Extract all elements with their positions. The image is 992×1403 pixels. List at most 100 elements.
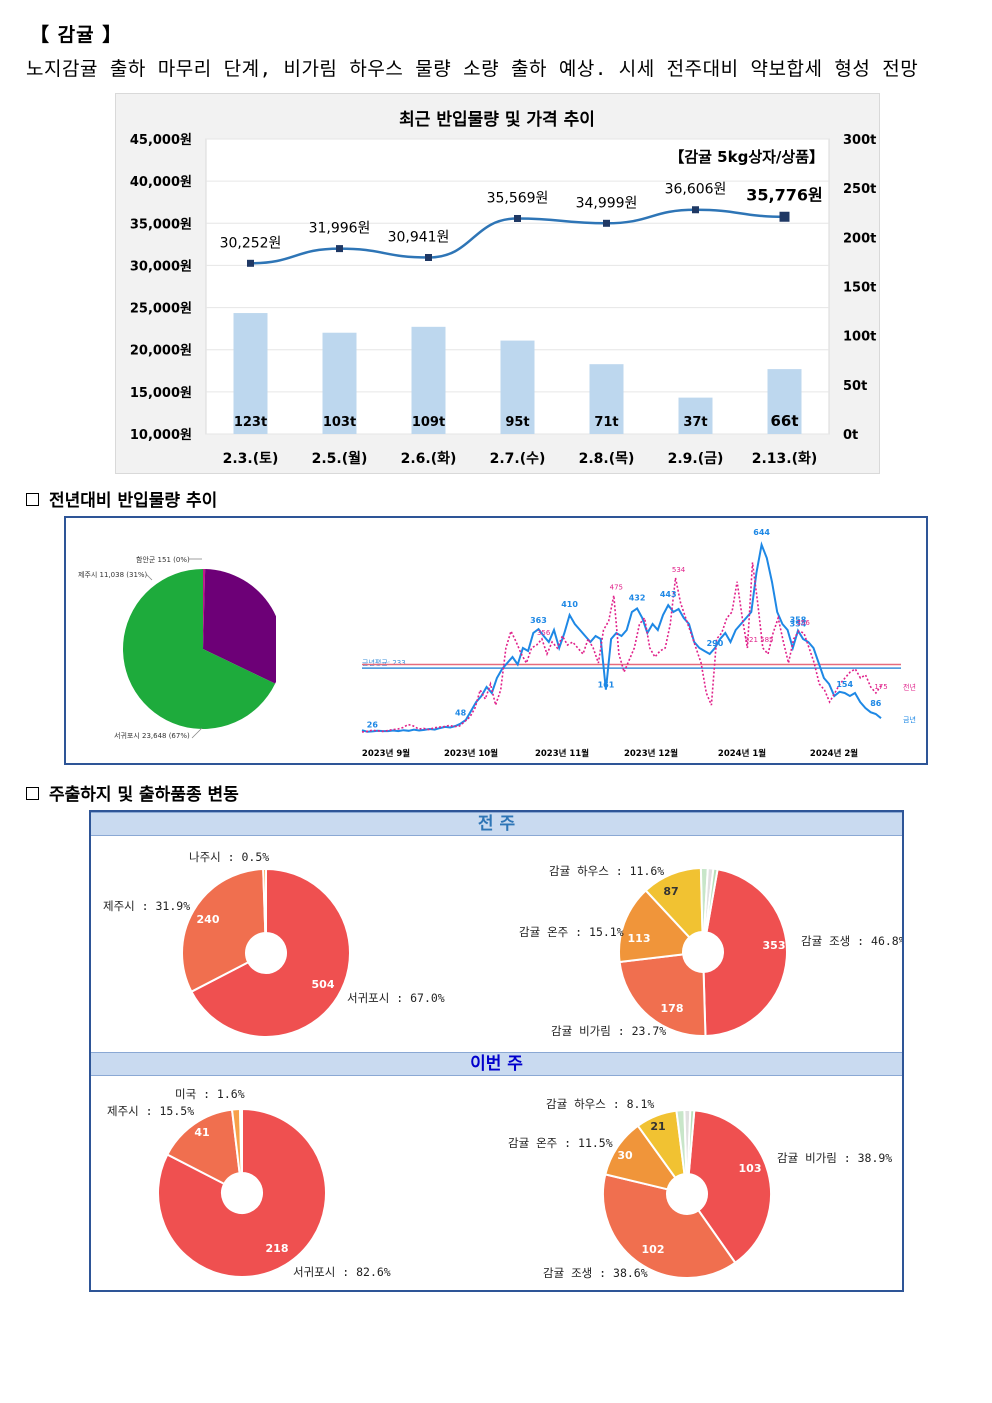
y-right-tick: 200t	[843, 231, 876, 246]
y-left-tick: 20,000원	[130, 344, 192, 359]
donut-slice	[181, 868, 267, 994]
yoy-line-chart: 금년평균: 233 금년 전년 26 48 363 410 161 432 443 290 644 35…	[361, 528, 916, 759]
y-left-tick: 15,000원	[130, 386, 192, 401]
donut-value: 504	[312, 978, 335, 991]
series-point-label: 356	[796, 619, 810, 627]
price-label: 34,999원	[576, 195, 638, 211]
price-marker	[247, 259, 254, 267]
series-point-label: 356	[537, 629, 551, 637]
pie-label: 서귀포시 23,648 (67%)	[114, 731, 190, 740]
y-left-tick: 10,000원	[130, 428, 192, 443]
x-tick-label: 2024년 1월	[718, 748, 766, 759]
donut-slice	[618, 953, 707, 1037]
yoy-panel: 서귀포시 23,648 (67%) 제주시 11,038 (31%) 함안군 151…	[64, 516, 928, 765]
price-marker	[336, 245, 343, 253]
yoy-section-title: 전년대비 반입물량 추이	[26, 486, 217, 511]
donut-slice	[165, 1108, 241, 1186]
donut-value: 30	[617, 1149, 633, 1162]
series-point-label: 154	[836, 680, 853, 689]
x-tick-label: 2.3.(토)	[223, 451, 279, 467]
series-point-label: 521	[745, 636, 758, 644]
yoy-section-label: 전년대비 반입물량 추이	[49, 491, 218, 511]
donut-slice	[262, 867, 267, 935]
donut-label: 감귤 온주 : 15.1%	[519, 925, 624, 939]
series-point-label: 644	[753, 528, 770, 537]
chart-title: 최근 반입물량 및 가격 추이	[399, 110, 595, 130]
average-label: 금년평균: 233	[362, 658, 406, 667]
pie-slice	[123, 569, 276, 729]
series-point-label: 48	[455, 709, 467, 718]
price-label: 30,941원	[388, 229, 450, 245]
price-label: 31,996원	[309, 221, 371, 237]
price-label: 30,252원	[220, 235, 282, 251]
series-point-label: 432	[629, 593, 646, 602]
series-point-label: 443	[660, 590, 677, 599]
series-point-label: 26	[367, 720, 379, 729]
series-point-label: 585	[760, 636, 773, 644]
price-volume-chart: 최근 반입물량 및 가격 추이 【감귤 5kg상자/상품】 10,000원 15,00…	[115, 93, 880, 474]
origin-section-title: 주출하지 및 출하품종 변동	[26, 780, 239, 805]
price-marker	[692, 206, 699, 214]
series-point-label: 161	[598, 681, 615, 690]
donut-label: 감귤 하우스 : 11.6%	[549, 864, 664, 878]
bar-label: 71t	[594, 415, 618, 430]
price-marker	[603, 219, 610, 227]
series-point-label: 363	[530, 616, 547, 625]
checkbox-square-icon	[26, 492, 39, 506]
price-marker	[779, 211, 790, 222]
price-marker	[514, 214, 521, 222]
price-label: 35,776원	[746, 186, 822, 205]
y-right-tick: 150t	[843, 281, 876, 296]
series-line	[361, 541, 882, 733]
bar	[233, 313, 268, 434]
y-right-tick: 50t	[843, 379, 867, 394]
donut-label: 감귤 조생 : 46.8%	[801, 934, 902, 948]
bar-label: 37t	[683, 415, 707, 430]
origin-section-label: 주출하지 및 출하품종 변동	[49, 785, 239, 805]
donut-slice	[238, 1107, 243, 1175]
bar	[322, 332, 357, 434]
bar	[589, 364, 624, 434]
series-point-label: 410	[561, 600, 578, 609]
bar-label: 95t	[505, 415, 529, 430]
y-right-tick: 100t	[843, 330, 876, 345]
donut-value: 178	[661, 1002, 684, 1015]
bar-label: 103t	[323, 415, 356, 430]
price-marker	[425, 253, 432, 261]
bar	[411, 326, 446, 434]
checkbox-square-icon	[26, 786, 39, 800]
pie-leader	[191, 727, 203, 739]
series-point-label: 534	[672, 566, 686, 574]
donut-label: 감귤 하우스 : 8.1%	[546, 1097, 654, 1111]
page-title: 【 감귤 】	[30, 24, 123, 46]
donut-value: 353	[763, 939, 786, 952]
donut-charts: 서귀포시 : 67.0% 504 제주시 : 31.9% 240 나주시 : 0.5% 감…	[103, 850, 902, 1280]
donut-slice	[702, 868, 788, 1037]
donut-label: 나주시 : 0.5%	[189, 850, 269, 864]
donut-slice	[704, 867, 719, 934]
series-name: 금년	[903, 715, 916, 724]
donut-value: 218	[266, 1242, 289, 1255]
donut-slice	[618, 889, 691, 964]
x-tick-label: 2.9.(금)	[668, 451, 724, 467]
x-tick-label: 2023년 12월	[624, 748, 678, 759]
bar	[500, 340, 535, 434]
bar-label: 123t	[234, 415, 267, 430]
series-point-label: 175	[874, 683, 887, 691]
pie-leader	[145, 573, 153, 581]
donut-slice	[602, 1173, 737, 1279]
x-tick-label: 2.13.(화)	[752, 451, 818, 467]
y-right-tick: 0t	[843, 428, 858, 443]
y-left-tick: 35,000원	[130, 217, 192, 232]
pie-slice	[203, 569, 276, 684]
y-right-tick: 300t	[843, 133, 876, 148]
donut-value: 41	[194, 1126, 209, 1139]
market-summary: 노지감귤 출하 마무리 단계, 비가림 하우스 물량 소량 출하 예상. 시세 …	[26, 58, 919, 80]
series-point-label: 354	[790, 620, 807, 629]
y-left-tick: 40,000원	[130, 175, 192, 190]
band-previous-week: 전 주	[91, 812, 902, 836]
x-tick-label: 2023년 9월	[362, 748, 410, 759]
donut-slice	[686, 1109, 696, 1176]
donut-value: 103	[739, 1162, 762, 1175]
donut-label: 감귤 조생 : 38.6%	[543, 1266, 648, 1280]
